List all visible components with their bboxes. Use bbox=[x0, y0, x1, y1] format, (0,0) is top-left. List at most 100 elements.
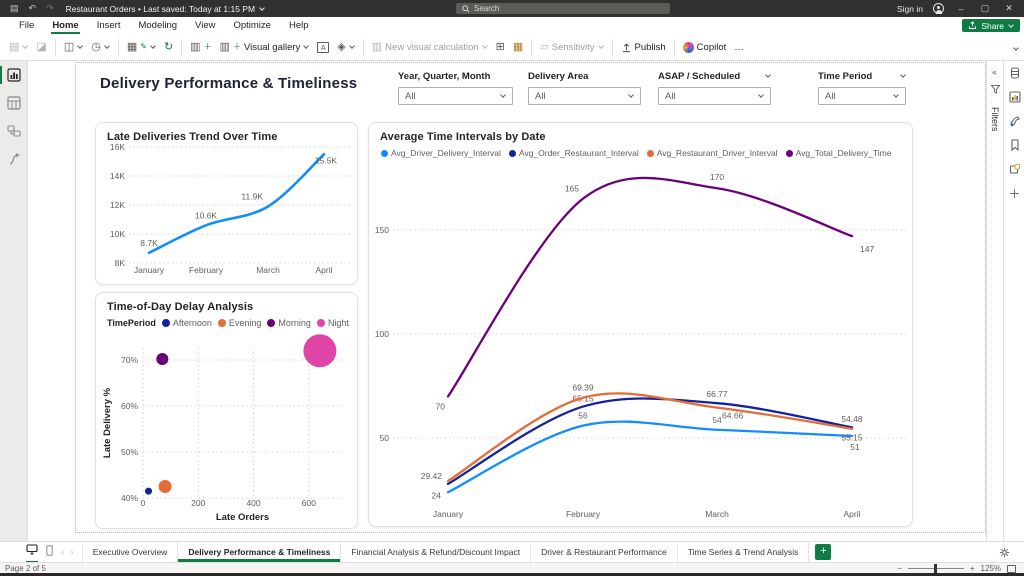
legend-item-evening[interactable]: Evening bbox=[217, 318, 261, 328]
desktop-layout-button[interactable] bbox=[26, 542, 38, 563]
visual-time-of-day-delay[interactable]: Time-of-Day Delay Analysis TimePeriod Aft… bbox=[95, 292, 358, 529]
chart-canvas-late_deliveries[interactable]: 8K 10K 12K 14K 16K January February March April 8… bbox=[96, 123, 359, 286]
line-series-avg_total_delivery_time[interactable] bbox=[446, 176, 854, 398]
expand-filters-icon[interactable]: « bbox=[992, 67, 998, 77]
legend-item-morning[interactable]: Morning bbox=[267, 318, 311, 328]
report-canvas[interactable]: Delivery Performance & Timeliness Year, … bbox=[28, 61, 986, 541]
transform-data-button[interactable]: ▦ ✎ bbox=[124, 36, 159, 58]
visual-gallery-button[interactable]: ▥ ＋ Visual gallery bbox=[217, 36, 313, 58]
legend-dot-icon bbox=[316, 319, 325, 327]
close-button[interactable]: ✕ bbox=[1005, 3, 1013, 13]
zoom-in-button[interactable]: + bbox=[969, 564, 975, 573]
refresh-button[interactable]: ↻ bbox=[163, 40, 174, 53]
menu-item-modeling[interactable]: Modeling bbox=[138, 20, 178, 31]
x-axis-tick: 400 bbox=[246, 498, 260, 508]
scatter-point-evening[interactable] bbox=[158, 479, 172, 493]
scatter-point-night[interactable] bbox=[303, 334, 337, 368]
legend-dot-icon bbox=[267, 319, 276, 327]
menu-item-file[interactable]: File bbox=[19, 20, 35, 31]
line-series-avg_order_restaurant_interval[interactable] bbox=[446, 397, 854, 486]
dax-query-view-button[interactable] bbox=[0, 145, 28, 173]
new-visual-button[interactable]: ▥ ＋ bbox=[190, 40, 212, 53]
legend-item-avg_order_restaurant_interval[interactable]: Avg_Order_Restaurant_Interval bbox=[508, 148, 639, 158]
page-tab-2[interactable]: Delivery Performance & Timeliness bbox=[178, 542, 342, 562]
page-tab-1[interactable]: Executive Overview bbox=[81, 542, 179, 562]
legend-dot-icon bbox=[646, 149, 654, 157]
new-page-button[interactable]: + bbox=[815, 544, 832, 560]
scatter-point-morning[interactable] bbox=[156, 353, 169, 366]
slicer-dropdown[interactable]: All bbox=[528, 87, 641, 105]
slicer-dropdown[interactable]: All bbox=[818, 87, 906, 105]
data-pane-icon bbox=[1010, 67, 1019, 79]
data-pane-button[interactable] bbox=[1004, 61, 1024, 85]
sign-in-link[interactable]: Sign in bbox=[897, 3, 923, 14]
table-view-button[interactable] bbox=[0, 89, 28, 117]
publish-button[interactable]: Publish bbox=[618, 36, 669, 58]
chart-canvas-avg_intervals[interactable]: 50 100 150 January February March April 24 56 54 5… bbox=[369, 123, 914, 528]
get-data-button[interactable]: ◫ bbox=[61, 36, 86, 58]
calculation-group-button[interactable]: ▦ bbox=[512, 40, 524, 53]
copilot-button[interactable]: Copilot bbox=[680, 36, 730, 58]
slicer-dropdown[interactable]: All bbox=[658, 87, 771, 105]
visual-late-deliveries-trend[interactable]: Late Deliveries Trend Over Time 8K 10K 12K… bbox=[95, 122, 358, 285]
avatar[interactable] bbox=[933, 3, 944, 14]
quick-measure-button[interactable]: ⊞ bbox=[495, 40, 505, 53]
slicer-header-chevron-icon[interactable] bbox=[765, 72, 771, 78]
settings-gear-button[interactable] bbox=[999, 545, 1010, 563]
share-button[interactable]: Share bbox=[962, 19, 1020, 32]
title-chevron-icon[interactable] bbox=[259, 4, 265, 11]
filters-pane-collapsed[interactable]: « Filters bbox=[986, 61, 1003, 541]
ribbon-collapse-button[interactable] bbox=[1013, 39, 1019, 57]
chart-canvas-time_of_day[interactable]: 40% 50% 60% 70% 0 200 400 600 Late Orders Late De… bbox=[96, 293, 359, 530]
undo-icon[interactable]: ↶ bbox=[28, 3, 37, 13]
menu-item-help[interactable]: Help bbox=[288, 20, 309, 31]
slicer-header-chevron-icon[interactable] bbox=[900, 72, 906, 78]
save-icon[interactable]: ▤ bbox=[10, 3, 19, 13]
chevron-down-icon bbox=[758, 92, 764, 98]
text-box-button[interactable]: A bbox=[314, 36, 332, 58]
more-visuals-button[interactable]: ◈ bbox=[334, 36, 357, 58]
zoom-slider[interactable] bbox=[907, 564, 964, 573]
line-series-avg_driver_delivery_interval[interactable] bbox=[446, 420, 854, 494]
page-tab-5[interactable]: Time Series & Trend Analysis bbox=[678, 542, 810, 562]
page-tab-4[interactable]: Driver & Restaurant Performance bbox=[531, 542, 678, 562]
selection-pane-button[interactable] bbox=[1004, 157, 1024, 181]
maximize-button[interactable]: ▢ bbox=[980, 3, 990, 13]
visual-avg-time-intervals[interactable]: Average Time Intervals by Date Avg_Drive… bbox=[368, 122, 913, 527]
bookmarks-pane-button[interactable] bbox=[1004, 133, 1024, 157]
mobile-layout-button[interactable] bbox=[46, 543, 53, 561]
slicer-dropdown[interactable]: All bbox=[398, 87, 513, 105]
menu-item-optimize[interactable]: Optimize bbox=[233, 20, 271, 31]
minimize-button[interactable]: – bbox=[958, 3, 964, 14]
menu-item-home[interactable]: Home bbox=[43, 17, 87, 34]
share-label: Share bbox=[981, 20, 1004, 31]
format-pane-button[interactable] bbox=[1004, 109, 1024, 133]
scatter-point-afternoon[interactable] bbox=[145, 487, 153, 495]
slicer-label: Delivery Area bbox=[528, 70, 589, 82]
legend-item-avg_total_delivery_time[interactable]: Avg_Total_Delivery_Time bbox=[785, 148, 891, 158]
report-view-button[interactable] bbox=[0, 61, 28, 89]
line-series-late deliveries[interactable] bbox=[147, 152, 326, 255]
menu-item-view[interactable]: View bbox=[195, 20, 216, 31]
legend-item-afternoon[interactable]: Afternoon bbox=[161, 318, 212, 328]
menu-item-insert[interactable]: Insert bbox=[96, 20, 121, 31]
recent-sources-button[interactable]: ◷ bbox=[88, 36, 113, 58]
legend-item-avg_driver_delivery_interval[interactable]: Avg_Driver_Delivery_Interval bbox=[381, 148, 501, 158]
legend-item-avg_restaurant_driver_interval[interactable]: Avg_Restaurant_Driver_Interval bbox=[646, 148, 778, 158]
chart-legend: Avg_Driver_Delivery_Interval Avg_Order_Re… bbox=[381, 148, 899, 158]
model-view-button[interactable] bbox=[0, 117, 28, 145]
build-visual-pane-button[interactable] bbox=[1004, 85, 1024, 109]
zoom-slider-handle[interactable] bbox=[933, 564, 937, 573]
fit-to-page-button[interactable] bbox=[1007, 564, 1016, 573]
copilot-label: Copilot bbox=[696, 41, 727, 53]
legend-item-night[interactable]: Night bbox=[316, 318, 349, 328]
line-series-avg_restaurant_driver_interval[interactable] bbox=[446, 392, 854, 483]
x-axis-tick: 200 bbox=[191, 498, 205, 508]
data-label: 56 bbox=[578, 411, 588, 421]
page-tab-3[interactable]: Financial Analysis & Refund/Discount Imp… bbox=[341, 542, 532, 562]
add-pane-button[interactable]: ＋ bbox=[1008, 186, 1021, 201]
data-label: 54.48 bbox=[841, 414, 863, 424]
zoom-out-button[interactable]: − bbox=[897, 564, 902, 573]
search-box[interactable]: Search bbox=[456, 3, 670, 14]
ribbon-more-button[interactable]: … bbox=[734, 41, 744, 53]
